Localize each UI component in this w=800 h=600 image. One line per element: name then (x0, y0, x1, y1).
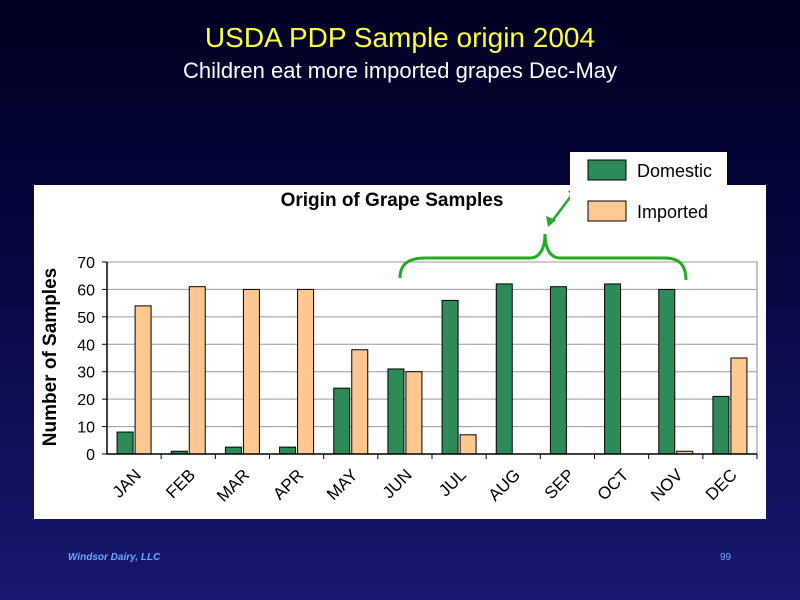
y-tick-label: 20 (77, 392, 95, 409)
footer-company: Windsor Dairy, LLC (68, 552, 161, 563)
x-tick-label: DEC (702, 465, 741, 504)
chart-legend: Domestic Imported (570, 152, 727, 232)
x-tick-label: JAN (109, 465, 145, 501)
bar-domestic-mar (224, 446, 242, 455)
chart-title: Origin of Grape Samples (281, 190, 504, 211)
bar-domestic-jul (441, 299, 459, 455)
bar-imported-jul (459, 434, 477, 455)
bar-imported-jan (134, 305, 152, 455)
y-tick-label: 70 (77, 255, 95, 272)
bar-domestic-jun (387, 368, 405, 455)
bar-imported-apr (297, 288, 315, 455)
bar-imported-feb (188, 286, 206, 455)
x-tick-label: JUL (435, 465, 470, 500)
slide-title: USDA PDP Sample origin 2004 (204, 22, 596, 53)
bar-domestic-may (333, 387, 351, 455)
y-tick-label: 50 (77, 310, 95, 327)
y-tick-label: 10 (77, 420, 95, 437)
x-tick-label: JUN (379, 465, 416, 502)
bar-imported-jun (405, 371, 423, 455)
bar-domestic-aug (495, 283, 513, 455)
y-tick-label: 30 (77, 365, 95, 382)
footer-page-number: 99 (720, 552, 732, 563)
x-tick-label: MAR (213, 465, 253, 505)
bar-imported-dec (730, 357, 748, 455)
x-tick-label: NOV (647, 465, 687, 505)
y-tick-label: 40 (77, 337, 95, 354)
bar-domestic-apr (279, 446, 297, 455)
y-tick-label: 0 (86, 447, 95, 464)
month-range-brace (398, 233, 688, 281)
bar-domestic-nov (658, 288, 676, 455)
arrowhead-down-icon (546, 216, 556, 227)
bar-imported-may (351, 349, 369, 455)
x-tick-label: FEB (162, 465, 199, 502)
bar-domestic-oct (604, 283, 622, 455)
legend-label-domestic: Domestic (637, 161, 712, 181)
x-tick-label: SEP (541, 465, 578, 502)
slide-subtitle: Children eat more imported grapes Dec-Ma… (182, 58, 618, 83)
legend-swatch-imported (587, 200, 627, 222)
bar-imported-mar (242, 288, 260, 455)
x-tick-label: APR (269, 465, 307, 503)
y-tick-label: 60 (77, 282, 95, 299)
bar-domestic-jan (116, 431, 134, 455)
legend-label-imported: Imported (637, 202, 708, 222)
x-tick-label: MAY (323, 465, 362, 504)
y-axis-label: Number of Samples (40, 268, 61, 446)
chart-panel (34, 185, 766, 519)
x-tick-label: OCT (594, 465, 633, 504)
bar-domestic-dec (712, 395, 730, 455)
bar-domestic-sep (549, 286, 567, 455)
x-tick-label: AUG (485, 465, 524, 504)
legend-swatch-domestic (587, 159, 627, 181)
